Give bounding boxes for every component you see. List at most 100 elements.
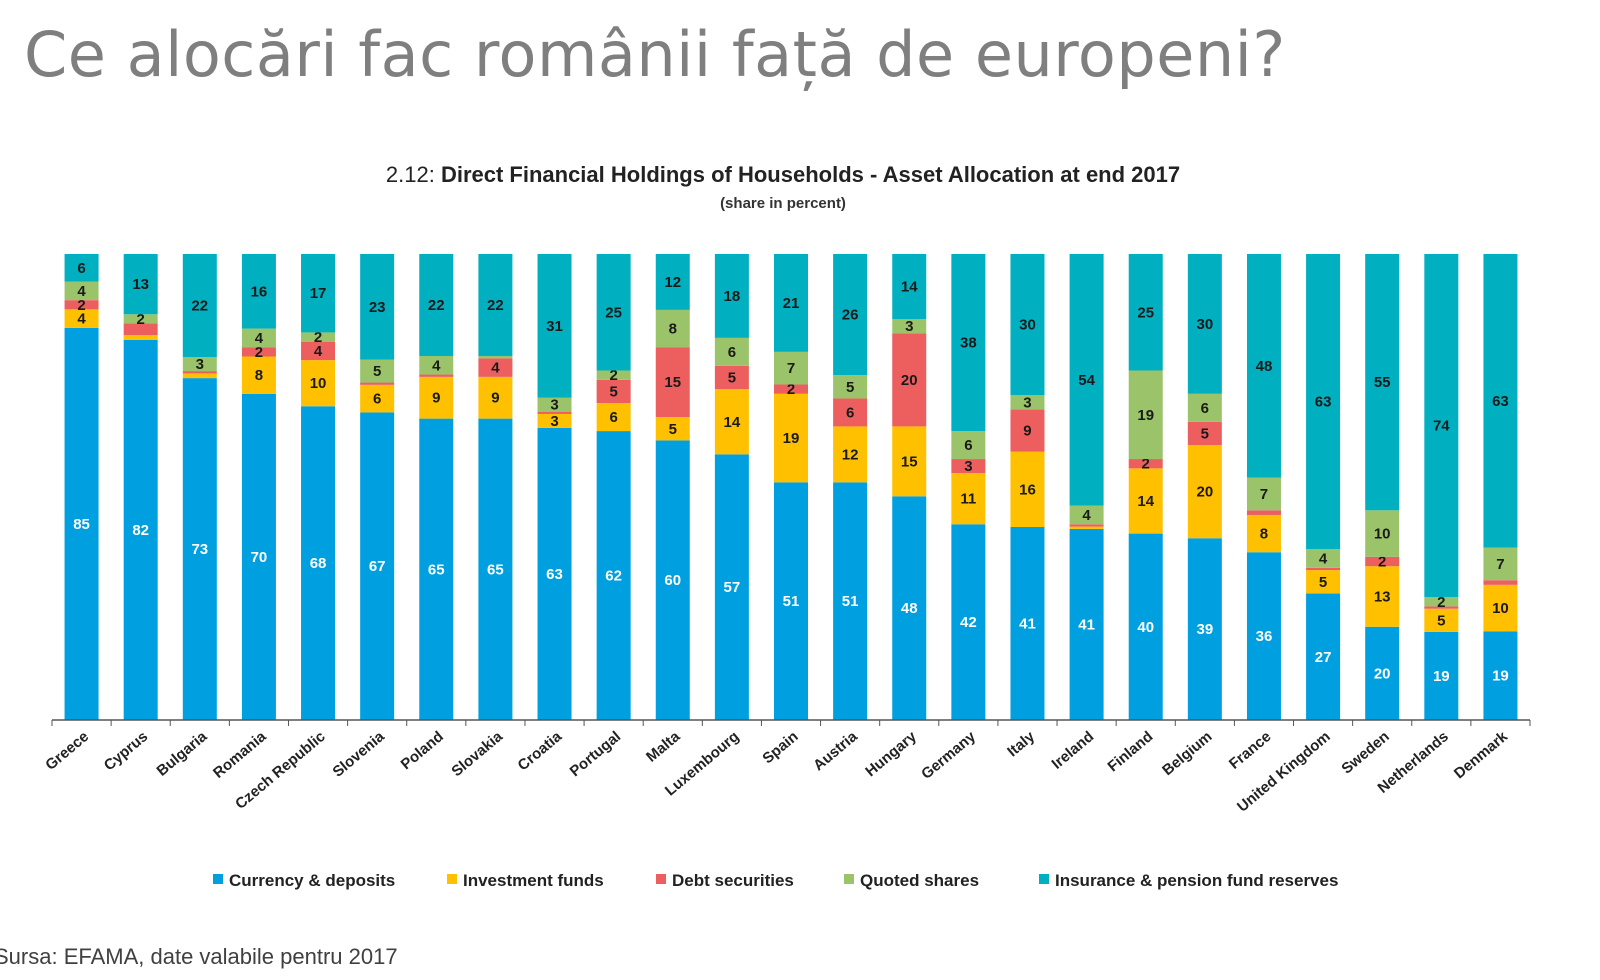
bar-investment-funds-ireland (1069, 526, 1104, 529)
legend-swatch (656, 874, 666, 884)
data-label: 5 (728, 369, 736, 386)
data-label: 2 (1142, 456, 1150, 473)
data-label: 6 (964, 437, 972, 454)
data-label: 38 (960, 335, 977, 352)
bar-insurance-pension-fund-reserves-hungary (892, 254, 927, 320)
bar-currency-deposits-spain (774, 482, 808, 720)
data-label: 30 (1019, 317, 1036, 334)
bar-debt-securities-croatia (537, 411, 572, 414)
data-label: 19 (1433, 668, 1450, 685)
bar-quoted-shares-hungary (892, 319, 927, 334)
bar-debt-securities-germany (951, 459, 986, 474)
bar-insurance-pension-fund-reserves-germany (951, 254, 986, 432)
bar-debt-securities-malta (655, 347, 690, 418)
bar-insurance-pension-fund-reserves-luxembourg (714, 254, 749, 338)
bar-investment-funds-spain (774, 393, 808, 483)
data-label: 65 (428, 561, 445, 578)
bar-quoted-shares-denmark (1483, 547, 1518, 581)
data-label: 48 (901, 600, 918, 617)
slide-title: Ce alocări fac românii față de europeni? (24, 18, 1286, 91)
x-tick-label: Denmark (1451, 728, 1512, 783)
bar-stack-poland: 65 9 4 22 (419, 254, 454, 720)
data-label: 6 (609, 409, 617, 426)
data-label: 22 (191, 298, 208, 315)
legend-swatch (1039, 874, 1049, 884)
data-label: 3 (905, 318, 913, 335)
x-tick-label: Cyprus (101, 728, 152, 774)
data-label: 15 (901, 453, 918, 470)
bar-debt-securities-austria (833, 398, 868, 427)
legend: Currency & deposits Investment funds Debt … (213, 871, 1338, 890)
legend-swatch (447, 874, 457, 884)
bar-debt-securities-denmark (1483, 580, 1518, 585)
data-label: 23 (369, 299, 386, 316)
bar-currency-deposits-italy (1010, 527, 1045, 720)
bar-stack-malta: 60 5 15 8 12 (655, 254, 690, 720)
legend-label: Currency & deposits (229, 871, 395, 890)
x-tick-label: Belgium (1159, 728, 1215, 779)
bar-currency-deposits-netherlands (1424, 631, 1459, 720)
data-label: 20 (901, 372, 918, 389)
data-label: 4 (491, 360, 500, 377)
bar-stack-belgium: 39 20 5 6 30 (1187, 254, 1222, 720)
data-label: 68 (310, 555, 327, 572)
legend-item-quoted-shares: Quoted shares (844, 871, 979, 890)
bar-debt-securities-finland (1128, 459, 1163, 469)
data-label: 19 (1137, 407, 1154, 424)
bar-investment-funds-germany (951, 473, 986, 525)
x-tick-label: Poland (398, 728, 447, 773)
data-label: 4 (432, 357, 441, 374)
data-label: 16 (251, 283, 268, 300)
data-label: 51 (842, 593, 859, 610)
data-label: 9 (432, 390, 440, 407)
data-label: 5 (1319, 574, 1327, 591)
chart-subtitle: (share in percent) (720, 195, 846, 212)
bar-debt-securities-luxembourg (714, 365, 749, 390)
bar-currency-deposits-poland (419, 418, 454, 720)
data-label: 11 (960, 491, 976, 508)
data-label: 55 (1374, 374, 1391, 391)
bar-currency-deposits-bulgaria (182, 378, 217, 720)
bar-insurance-pension-fund-reserves-ireland (1069, 254, 1104, 506)
bar-debt-securities-sweden (1365, 556, 1400, 567)
data-label: 18 (724, 288, 741, 305)
data-label: 7 (1496, 556, 1504, 573)
bar-quoted-shares-romania (241, 328, 276, 348)
data-label: 48 (1256, 358, 1273, 375)
bar-currency-deposits-cyprus (123, 339, 158, 720)
data-label: 14 (901, 279, 918, 296)
bar-quoted-shares-malta (655, 309, 690, 348)
bar-quoted-shares-ireland (1069, 505, 1104, 525)
bar-stack-italy: 41 16 9 3 30 (1010, 254, 1045, 720)
bar-insurance-pension-fund-reserves-czech-republic (301, 254, 336, 333)
bar-investment-funds-poland (419, 376, 454, 419)
bar-currency-deposits-greece (64, 327, 99, 720)
bar-stack-france: 36 8 7 48 (1246, 254, 1281, 720)
bar-insurance-pension-fund-reserves-slovakia (478, 254, 513, 357)
bar-stack-ireland: 41 4 54 (1069, 254, 1104, 720)
bar-debt-securities-spain (774, 384, 808, 394)
bar-stack-czech-republic: 68 10 42 17 (301, 254, 336, 720)
bar-currency-deposits-slovakia (478, 418, 513, 720)
data-label: 4 (77, 283, 86, 300)
bar-quoted-shares-cyprus (123, 314, 158, 324)
data-label: 62 (605, 568, 622, 585)
bar-investment-funds-czech-republic (301, 360, 336, 407)
bar-debt-securities-united-kingdom (1306, 567, 1341, 571)
bar-quoted-shares-bulgaria (182, 357, 217, 372)
data-label: 3 (196, 356, 204, 373)
source-note: Sursa: EFAMA, date valabile pentru 2017 (0, 944, 398, 969)
data-label: 6 (77, 260, 85, 277)
x-tick-label: Malta (643, 728, 684, 766)
data-label: 10 (310, 375, 327, 392)
bar-investment-funds-cyprus (123, 335, 158, 340)
x-tick-label: Bulgaria (153, 728, 210, 780)
data-label: 5 (609, 383, 617, 400)
x-tick-label: Germany (918, 728, 979, 783)
bar-stack-greece: 85 424 6 (64, 254, 99, 720)
bar-stack-slovenia: 67 6 5 23 (360, 254, 395, 720)
data-label: 22 (487, 297, 504, 314)
bar-quoted-shares-germany (951, 431, 986, 460)
x-tick-label: Romania (210, 728, 270, 782)
